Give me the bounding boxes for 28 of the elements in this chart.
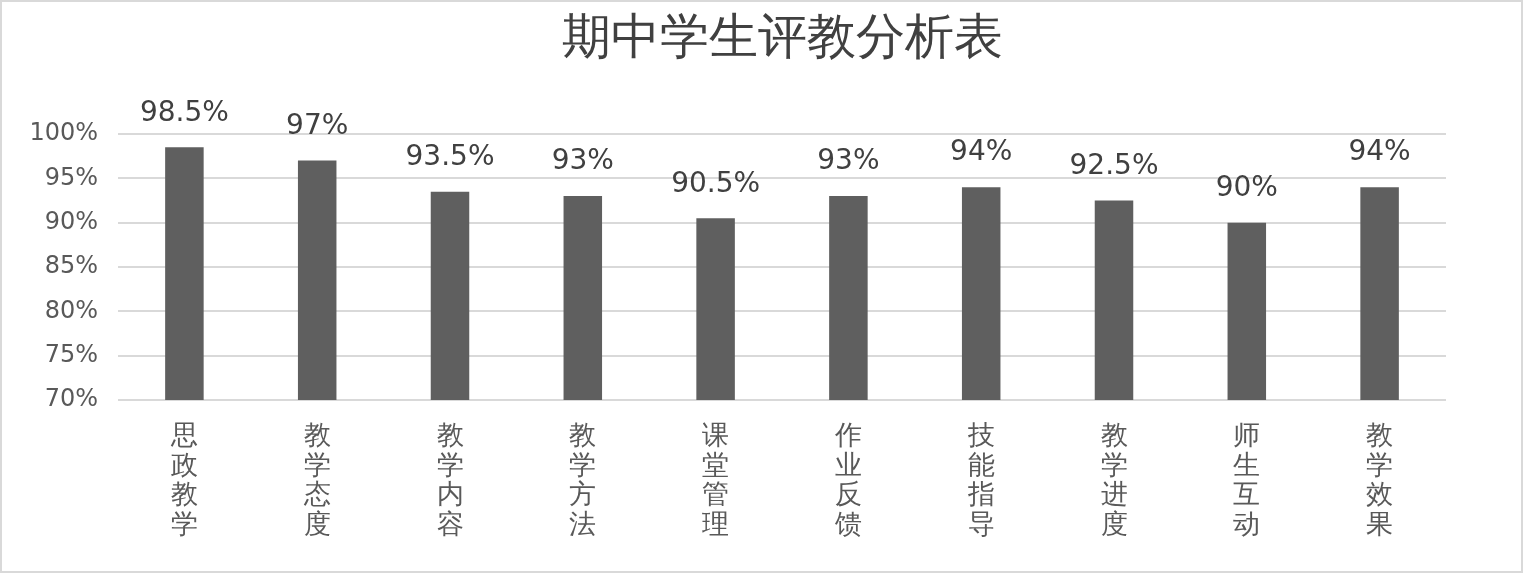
data-label: 98.5%: [139, 94, 229, 128]
x-tick-label: 思政教学: [169, 418, 198, 539]
x-tick-label: 教学进度: [1100, 418, 1128, 539]
y-tick-label: 90%: [44, 206, 98, 235]
data-label: 93.5%: [405, 138, 495, 172]
y-tick-label: 85%: [44, 251, 98, 280]
y-tick-label: 95%: [44, 162, 98, 191]
chart-title: 期中学生评教分析表: [561, 7, 1003, 65]
data-label: 97%: [286, 107, 349, 141]
x-tick-label: 课堂管理: [702, 418, 730, 539]
data-label: 90%: [1215, 169, 1278, 203]
y-tick-label: 80%: [44, 295, 98, 324]
x-tick-label: 教学内容: [436, 418, 464, 539]
x-tick-label: 技能指导: [966, 418, 995, 539]
x-tick-label: 作业反馈: [833, 418, 862, 539]
y-tick-label: 75%: [44, 339, 98, 368]
y-tick-label: 70%: [44, 384, 98, 413]
data-label: 94%: [1348, 134, 1411, 168]
y-tick-label: 100%: [29, 118, 98, 147]
data-label: 93%: [817, 143, 880, 177]
x-tick-label: 教学态度: [302, 418, 331, 539]
data-label: 90.5%: [671, 165, 761, 199]
x-tick-label: 教学方法: [569, 418, 597, 539]
data-label: 92.5%: [1069, 147, 1159, 181]
data-label: 93%: [551, 143, 614, 177]
x-tick-label: 教学效果: [1366, 418, 1394, 539]
data-label: 94%: [950, 134, 1013, 168]
x-tick-label: 师生互动: [1233, 418, 1261, 539]
